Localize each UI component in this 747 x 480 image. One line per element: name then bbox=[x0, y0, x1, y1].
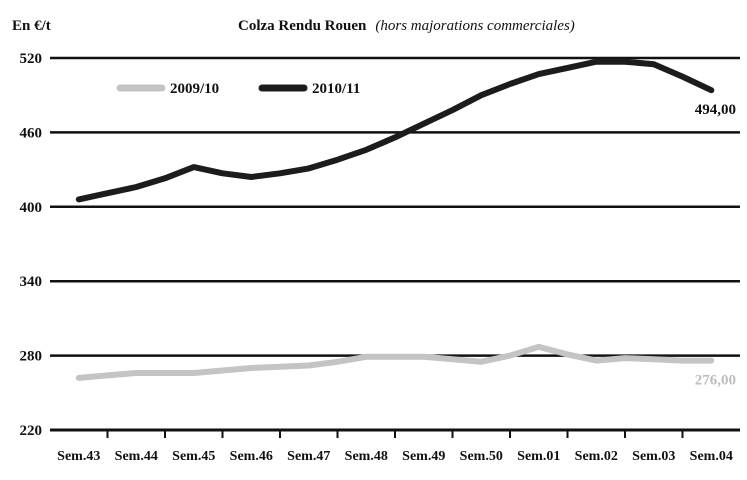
y-axis-label: En €/t bbox=[12, 18, 51, 34]
chart-title: Colza Rendu Rouen (hors majorations comme… bbox=[238, 18, 575, 34]
gridlines bbox=[50, 56, 740, 438]
end-value-labels: 276,00 494,00 bbox=[695, 102, 736, 388]
x-tick-label: Sem.49 bbox=[402, 449, 445, 464]
x-tick-label: Sem.46 bbox=[230, 449, 273, 464]
legend-label-1: 2009/10 bbox=[170, 81, 219, 97]
x-tick-label: Sem.03 bbox=[632, 449, 675, 464]
x-tick-label: Sem.02 bbox=[575, 449, 618, 464]
chart-subtitle: (hors majorations commerciales) bbox=[375, 18, 574, 34]
x-tick-label: Sem.01 bbox=[517, 449, 560, 464]
legend: 2009/10 2010/11 bbox=[116, 81, 360, 97]
x-tick-label: Sem.04 bbox=[690, 449, 733, 464]
x-tick-label: Sem.45 bbox=[172, 449, 215, 464]
y-tick-label: 460 bbox=[20, 125, 43, 141]
y-tick-label: 220 bbox=[20, 423, 43, 439]
x-tick-label: Sem.43 bbox=[57, 449, 100, 464]
y-tick-label: 280 bbox=[20, 349, 43, 365]
legend-label-2: 2010/11 bbox=[312, 81, 360, 97]
y-tick-label: 340 bbox=[20, 274, 43, 290]
y-tick-label: 400 bbox=[20, 200, 43, 216]
series-line-1 bbox=[75, 343, 715, 381]
end-label-1: 276,00 bbox=[695, 373, 736, 389]
x-tick-label: Sem.44 bbox=[115, 449, 158, 464]
end-label-2: 494,00 bbox=[695, 102, 736, 118]
x-tick-label: Sem.47 bbox=[287, 449, 330, 464]
series-lines bbox=[75, 58, 715, 381]
x-tick-label: Sem.48 bbox=[345, 449, 388, 464]
y-tick-label: 520 bbox=[20, 51, 43, 67]
chart-title-main: Colza Rendu Rouen bbox=[238, 18, 367, 34]
series-line-2 bbox=[75, 58, 715, 203]
y-tick-labels: 220 280 340 400 460 520 bbox=[20, 51, 43, 439]
x-tick-label: Sem.50 bbox=[460, 449, 503, 464]
x-tick-labels: Sem.43 Sem.44 Sem.45 Sem.46 Sem.47 Sem.48 Sem.… bbox=[57, 449, 733, 464]
